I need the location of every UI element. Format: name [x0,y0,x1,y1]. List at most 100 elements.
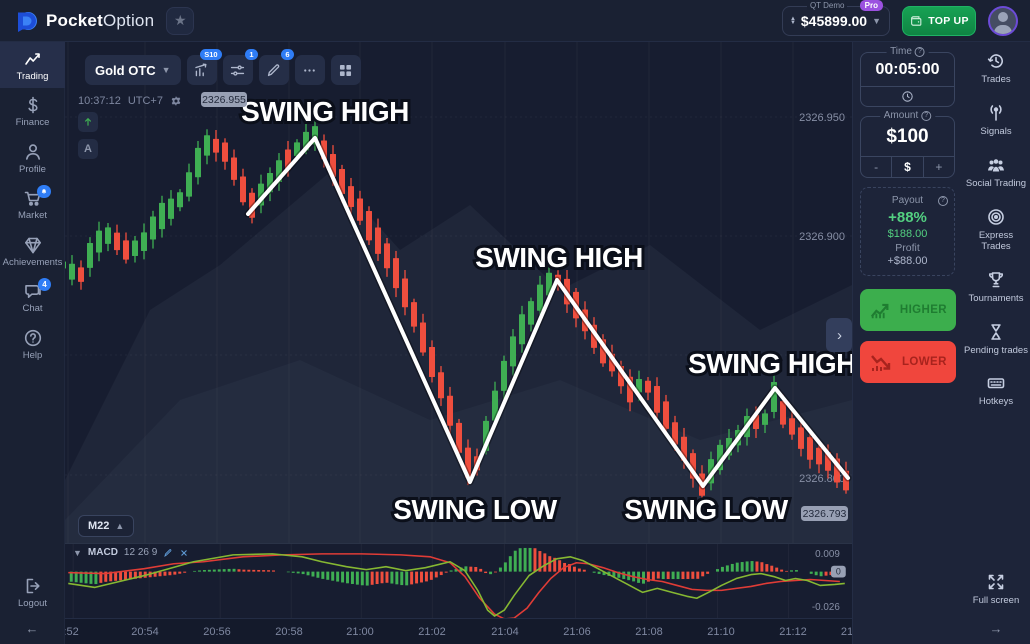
expiry-time-input[interactable]: 00:05:00 [875,61,940,78]
trade-panel: Time? 00:05:00 Amount? $100 - $ + Payout [852,42,962,644]
scroll-to-latest-button[interactable] [78,112,98,132]
timeframe-button[interactable]: M22 ▲ [78,515,135,537]
indicators-button[interactable]: S10 [186,49,222,85]
help-icon[interactable]: ? [914,46,925,57]
currency-toggle-button[interactable]: $ [891,157,924,177]
trend-down-icon [869,349,895,375]
close-icon[interactable] [179,548,189,558]
rail-item-hotkeys[interactable]: Hotkeys [962,364,1030,416]
settings-button[interactable]: 1 [222,49,258,85]
grid-icon [337,62,354,79]
time-axis-label: 21 [840,626,852,638]
clock-value: 10:37:12 [78,95,121,107]
higher-button[interactable]: HIGHER [860,289,956,331]
brand-logo[interactable]: PocketOption [0,9,154,33]
drawing-button[interactable]: 6 [258,49,294,85]
expand-panel-arrow[interactable]: → [989,621,1003,636]
chart-clock: 10:37:12 UTC+7 [78,95,182,107]
time-axis-label: 21:02 [418,626,446,638]
pro-badge: Pro [859,0,883,11]
sidebar-item-achievements[interactable]: Achievements [0,228,65,274]
favorites-star-button[interactable]: ★ [166,6,195,35]
count-badge: 1 [245,49,258,60]
rail-item-label: Express Trades [978,229,1014,252]
rail-item-signals[interactable]: Signals [962,94,1030,146]
time-axis-label: 21:10 [707,626,735,638]
svg-text:SWING HIGH: SWING HIGH [688,348,852,379]
time-axis[interactable]: 0:52 20:54 20:56 20:58 21:00 21:02 21:04 21:06 2… [65,618,852,644]
time-axis-label: 21:06 [563,626,591,638]
sidebar-item-logout[interactable]: Logout [0,569,65,615]
rail-item-social-trading[interactable]: Social Trading [962,146,1030,198]
rail-item-tournaments[interactable]: Tournaments [962,261,1030,313]
profile-avatar[interactable] [988,5,1018,36]
expiry-clock-button[interactable] [861,86,954,106]
chevron-down-icon: ▼ [872,15,881,26]
left-sidebar: Trading Finance Profile Market Achieveme… [0,42,65,644]
svg-text:SWING LOW: SWING LOW [624,494,789,525]
macd-indicator-chart[interactable]: 0.009 -0.026 0 [65,543,852,618]
chevron-down-icon[interactable]: ▼ [73,547,82,558]
user-icon [23,142,43,162]
sidebar-item-chat[interactable]: Chat 4 [0,274,65,320]
sliders-icon [229,62,246,79]
fullscreen-button[interactable]: Full screen [962,563,1030,615]
candlestick-chart[interactable]: 2326.950 2326.900 2326.800 SWING HIGH SWING … [65,42,852,543]
time-box-label: Time? [886,46,929,57]
account-switch-icon: ▲ ▼ [789,15,796,26]
time-axis-label: 20:58 [275,626,303,638]
right-rail: Trades Signals Social Trading Express Tr… [962,42,1030,644]
rail-item-trades[interactable]: Trades [962,42,1030,94]
lower-button[interactable]: LOWER [860,341,956,383]
collapse-sidebar-arrow[interactable]: ← [25,621,39,636]
payout-box: Payout ? +88% $188.00 Profit +$88.00 [860,187,955,276]
indicators-icon [193,62,210,79]
text-tool-button[interactable]: A [78,139,98,159]
clock-icon [901,90,914,103]
rail-item-pending-trades[interactable]: Pending trades [962,313,1030,365]
time-axis-label: 21:04 [491,626,519,638]
svg-text:›: › [837,327,842,344]
more-button[interactable] [294,55,325,85]
dollar-icon [23,95,43,115]
top-up-button[interactable]: TOP UP [902,5,976,36]
amount-increase-button[interactable]: + [935,160,943,174]
signals-icon [986,103,1006,123]
svg-text:SWING HIGH: SWING HIGH [241,96,409,127]
sidebar-item-help[interactable]: Help [0,321,65,367]
brand-name: PocketOption [46,10,155,30]
sidebar-item-label: Logout [17,597,48,609]
chart-area: 2326.950 2326.900 2326.800 SWING HIGH SWING … [65,42,852,644]
asset-selector[interactable]: Gold OTC ▼ [85,55,181,85]
rail-item-express-trades[interactable]: Express Trades [962,198,1030,261]
top-up-label: TOP UP [928,14,969,27]
asset-name: Gold OTC [95,62,156,78]
help-icon[interactable]: ? [921,110,932,121]
macd-label: MACD [87,547,118,558]
pencil-icon [265,62,282,79]
time-axis-label: 21:12 [779,626,807,638]
rail-item-label: Social Trading [965,177,1027,189]
amount-input[interactable]: $100 [886,126,929,147]
logout-icon [23,576,43,596]
sidebar-item-finance[interactable]: Finance [0,88,65,134]
amount-decrease-button[interactable]: - [874,160,879,174]
edit-pencil-icon[interactable] [163,548,173,558]
sidebar-item-label: Market [17,210,48,222]
sidebar-item-trading[interactable]: Trading [0,42,65,89]
star-icon: ★ [173,12,187,28]
account-balance-selector[interactable]: QT Demo Pro ▲ ▼ $45899.00 ▼ [781,0,890,36]
sidebar-item-market[interactable]: Market [0,181,65,227]
help-icon[interactable]: ? [938,195,948,206]
svg-text:2326.793: 2326.793 [803,508,847,520]
svg-text:2326.955: 2326.955 [202,94,246,106]
gear-icon[interactable] [170,95,182,107]
payout-label: Payout [891,195,924,206]
layout-button[interactable] [330,55,361,85]
arrow-up-icon [82,116,94,128]
profit-value: +$88.00 [887,255,928,267]
rail-item-label: Pending trades [964,344,1028,356]
svg-text:0: 0 [836,567,841,577]
social-icon [986,155,1006,175]
sidebar-item-profile[interactable]: Profile [0,135,65,181]
